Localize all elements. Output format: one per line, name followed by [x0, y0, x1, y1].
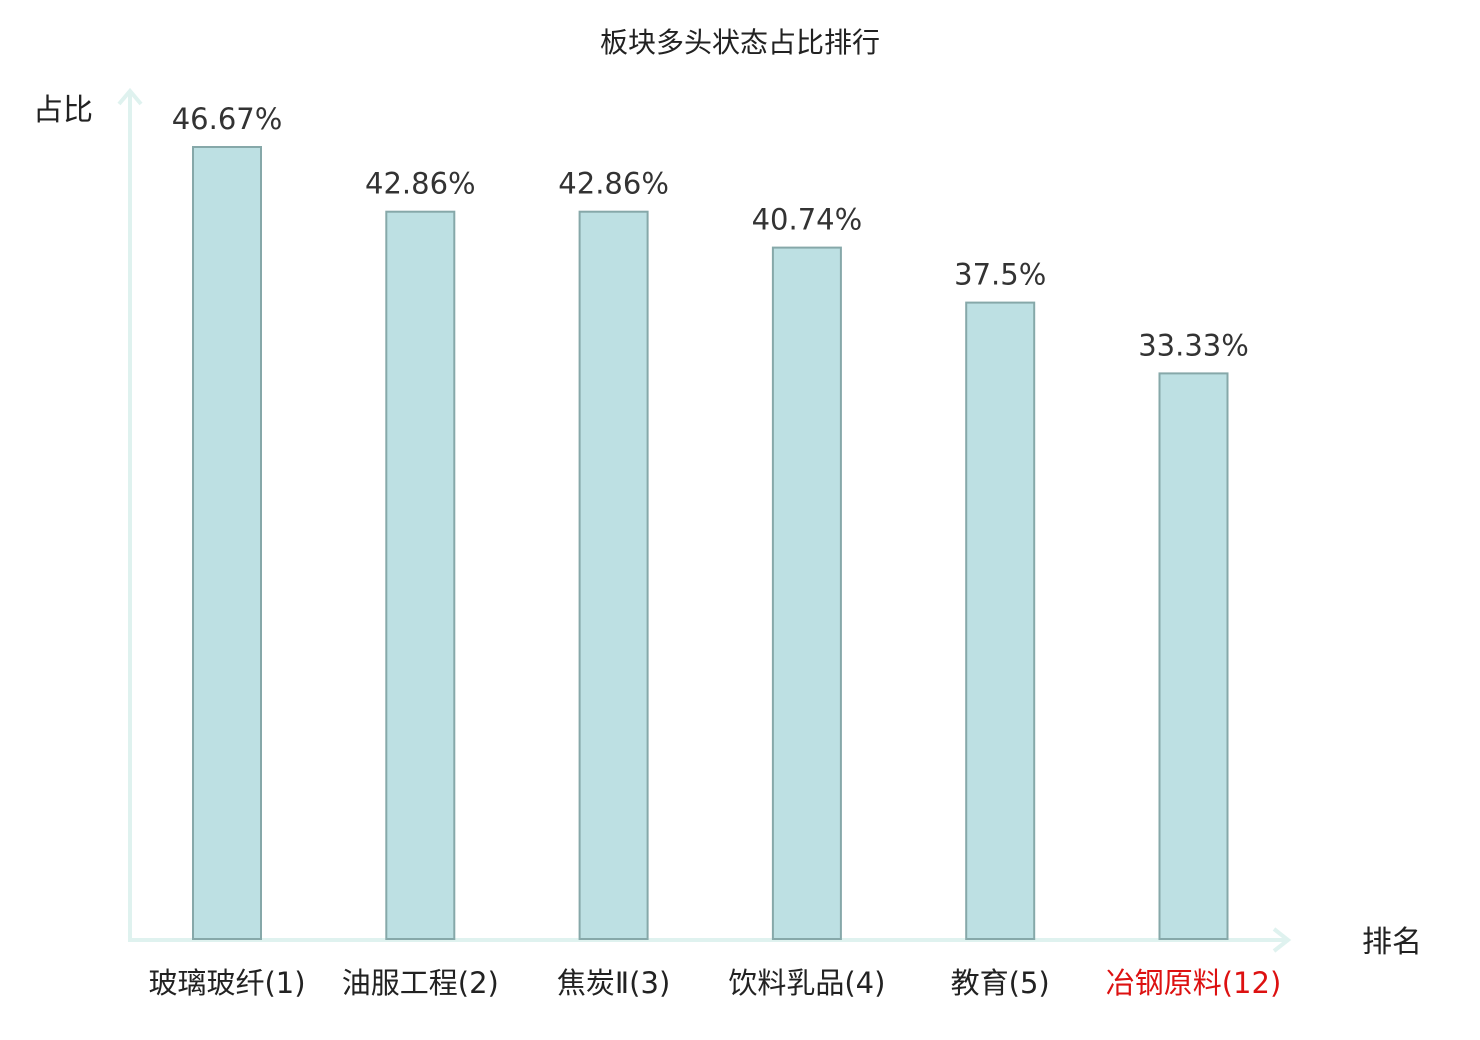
bar-1	[192, 146, 262, 940]
value-label-6: 33.33%	[1138, 328, 1249, 362]
x-axis-label: 排名	[1362, 925, 1422, 960]
value-label-4: 40.74%	[752, 203, 863, 237]
value-label-3: 42.86%	[558, 167, 669, 201]
value-labels-group: 46.67% 42.86% 42.86% 40.74% 37.5% 33.33%	[172, 102, 1249, 362]
bar-4	[771, 246, 842, 941]
category-label-4: 饮料乳品(4)	[728, 966, 885, 1000]
y-axis-arrow	[117, 87, 143, 106]
bar-6	[1158, 372, 1229, 940]
bar-5	[965, 301, 1036, 941]
category-label-2: 油服工程(2)	[342, 966, 499, 1000]
category-label-5: 教育(5)	[951, 966, 1050, 1000]
x-axis-arrow	[1272, 927, 1292, 953]
category-label-3: 焦炭Ⅱ(3)	[557, 966, 670, 1000]
bar-3	[578, 210, 649, 940]
category-label-1: 玻璃玻纤(1)	[148, 966, 305, 1000]
value-label-5: 37.5%	[954, 258, 1046, 292]
bar-2	[385, 210, 456, 940]
bars-group	[192, 146, 1229, 941]
chart-title: 板块多头状态占比排行	[600, 26, 880, 59]
category-label-6: 冶钢原料(12)	[1106, 966, 1282, 1000]
value-label-2: 42.86%	[365, 167, 476, 201]
value-label-1: 46.67%	[172, 102, 283, 136]
category-labels-group: 玻璃玻纤(1) 油服工程(2) 焦炭Ⅱ(3) 饮料乳品(4) 教育(5) 冶钢原料(12)	[148, 966, 1281, 1000]
y-axis-label: 占比	[33, 93, 93, 128]
